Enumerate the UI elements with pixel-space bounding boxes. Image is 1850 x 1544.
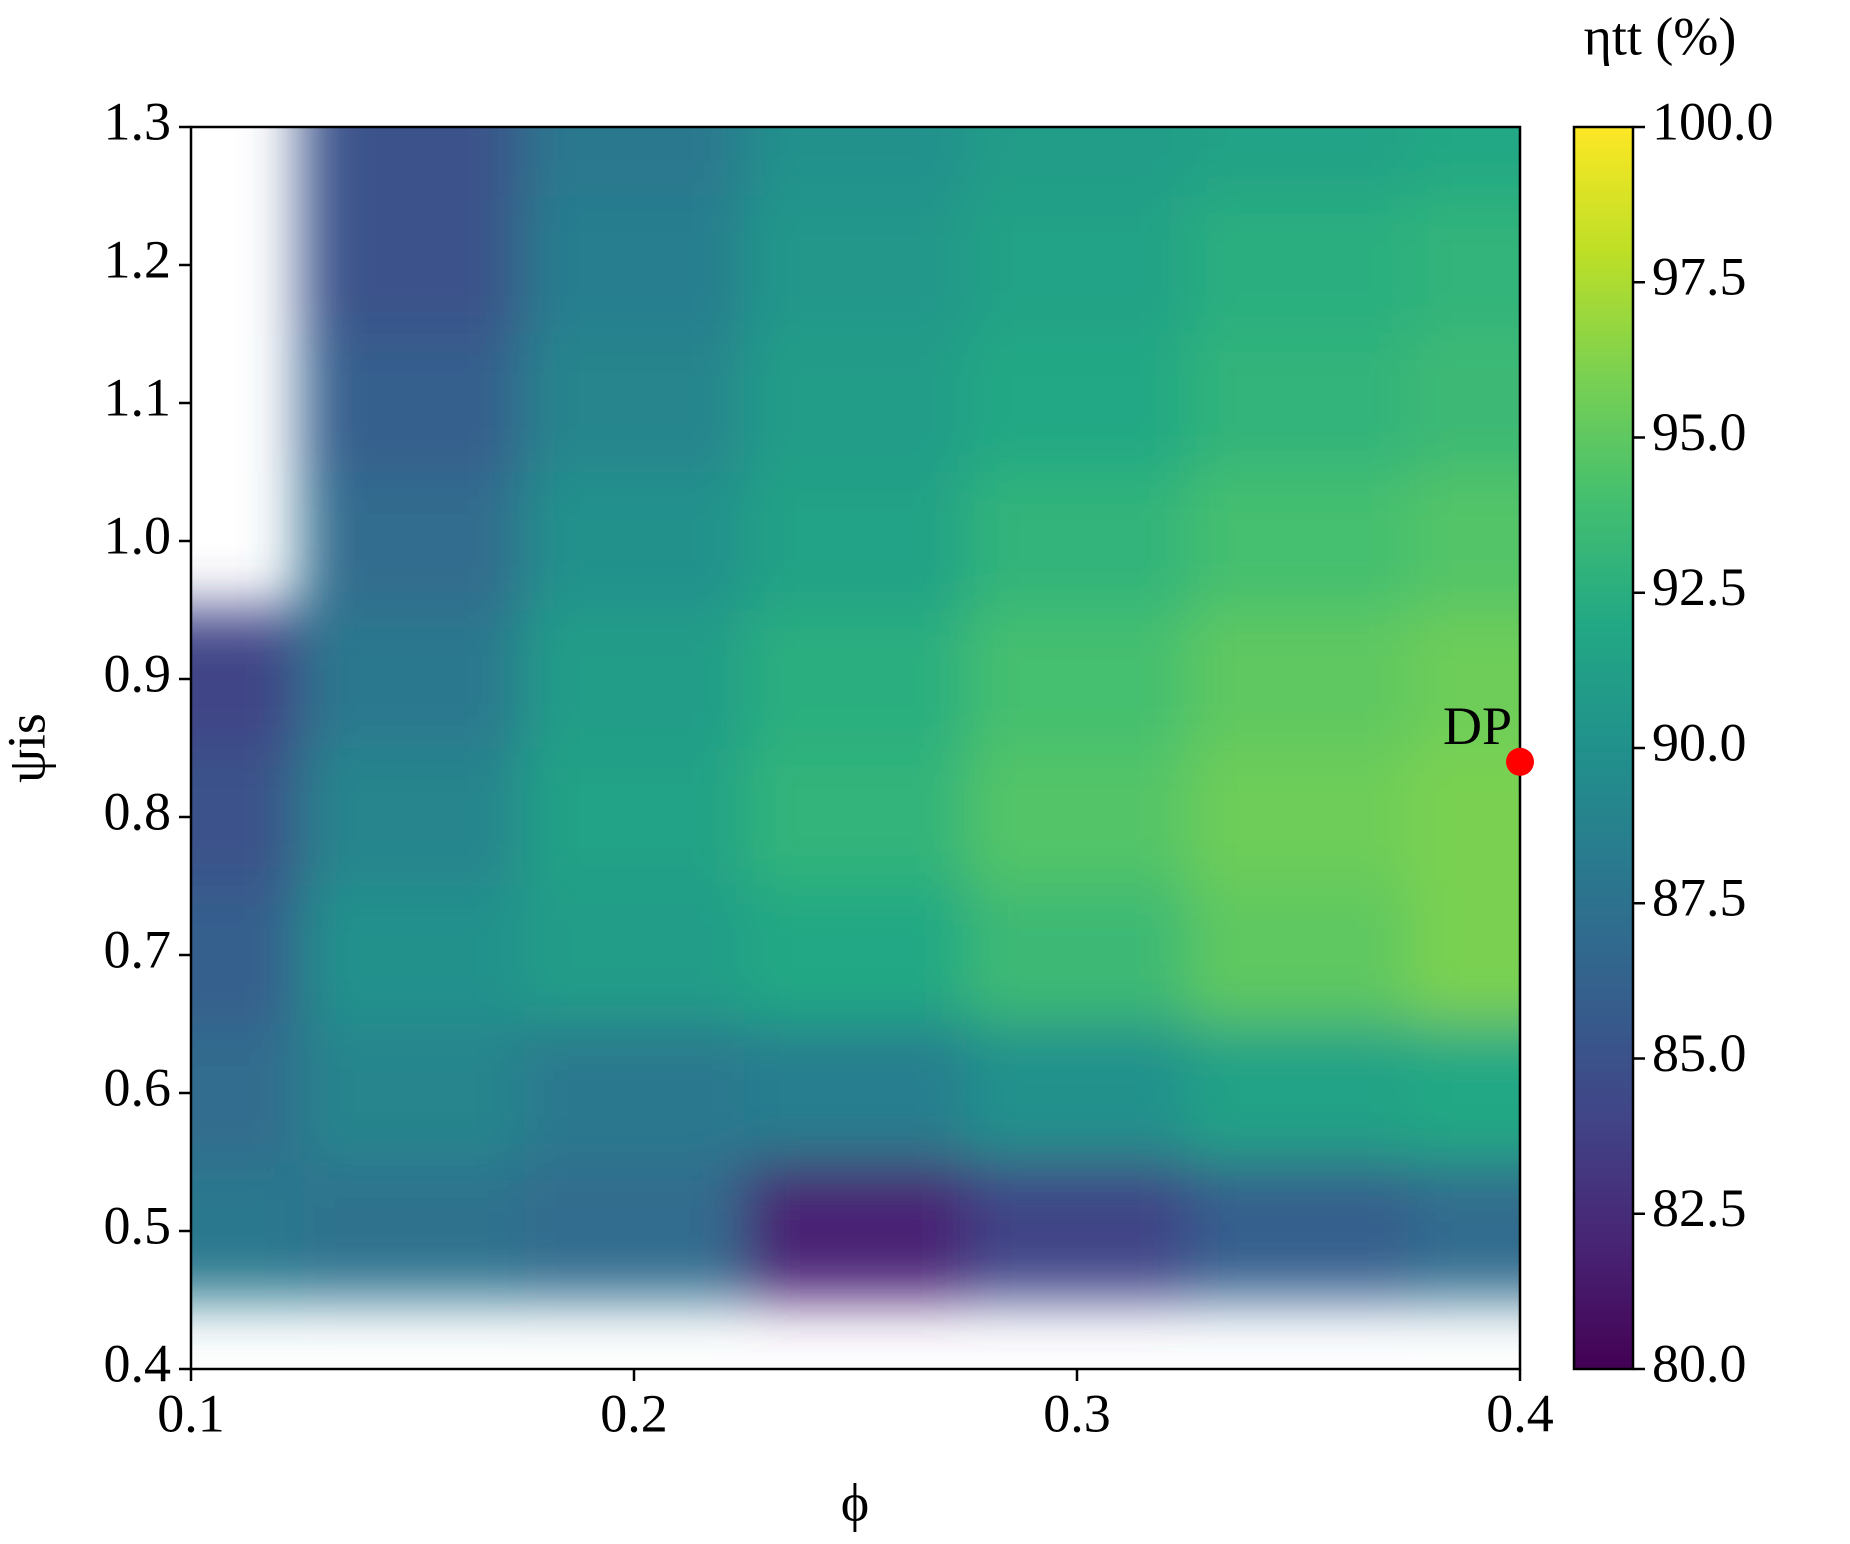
contour-cell [301, 472, 524, 610]
y-tick-label: 0.4 [104, 1333, 172, 1393]
contour-cell [191, 610, 302, 748]
contour-cell [1409, 748, 1520, 886]
contour-cell [523, 127, 745, 196]
contour-cell [966, 748, 1188, 886]
design-point [1506, 747, 1534, 776]
y-tick-label: 1.0 [104, 505, 172, 565]
contour-cell [744, 472, 967, 610]
x-tick-label: 0.2 [600, 1383, 668, 1443]
contour-cell [191, 1024, 302, 1162]
contour-cell [1187, 127, 1410, 196]
contour-cell [1409, 1162, 1520, 1300]
contour-cells [191, 127, 1520, 1300]
contour-cell [523, 886, 745, 1024]
contour-cell [523, 1162, 745, 1300]
contour-field [191, 127, 1520, 1300]
contour-cell [1187, 1162, 1410, 1300]
colorbar-tick-label: 100.0 [1652, 91, 1774, 151]
contour-cell [1409, 127, 1520, 196]
y-tick-label: 1.2 [104, 229, 172, 289]
contour-cell [301, 127, 524, 196]
contour-cell [1409, 334, 1520, 472]
contour-cell [966, 472, 1188, 610]
colorbar-tick-label: 90.0 [1652, 712, 1747, 772]
colorbar-tick-label: 87.5 [1652, 868, 1747, 928]
colorbar-tick-label: 92.5 [1652, 557, 1747, 617]
contour-cell [523, 472, 745, 610]
design-point-label: DP [1443, 696, 1512, 756]
y-tick-label: 0.6 [104, 1057, 172, 1117]
contour-cell [966, 886, 1188, 1024]
contour-cell [1187, 196, 1410, 334]
contour-cell [744, 334, 967, 472]
contour-cell [1187, 610, 1410, 748]
contour-cell [301, 610, 524, 748]
contour-cell [301, 886, 524, 1024]
contour-cell [1187, 334, 1410, 472]
x-tick-label: 0.1 [157, 1383, 225, 1443]
contour-cell [966, 1024, 1188, 1162]
contour-cell [523, 610, 745, 748]
x-tick-label: 0.3 [1043, 1383, 1111, 1443]
x-tick-label: 0.4 [1486, 1383, 1554, 1443]
contour-cell [744, 748, 967, 886]
y-tick-label: 0.5 [104, 1195, 172, 1255]
colorbar [1572, 125, 1635, 1371]
contour-cell [1409, 610, 1520, 748]
y-tick-label: 0.8 [104, 781, 172, 841]
colorbar-tick-label: 80.0 [1652, 1333, 1747, 1393]
contour-cell [301, 334, 524, 472]
contour-cell [1187, 886, 1410, 1024]
y-axis-label: ψis [0, 713, 56, 783]
contour-cell [1409, 196, 1520, 334]
contour-cell [744, 1024, 967, 1162]
contour-cell [191, 1162, 302, 1300]
contour-cell [744, 196, 967, 334]
contour-cell [966, 1162, 1188, 1300]
contour-cell [966, 334, 1188, 472]
contour-cell [1409, 886, 1520, 1024]
contour-cell [744, 886, 967, 1024]
contour-cell [1409, 1024, 1520, 1162]
contour-cell [301, 1162, 524, 1300]
contour-cell [523, 1024, 745, 1162]
colorbar-tick-label: 95.0 [1652, 402, 1747, 462]
contour-cell [523, 334, 745, 472]
colorbar-tick-label: 82.5 [1652, 1178, 1747, 1238]
x-axis-label: ϕ [841, 1472, 869, 1532]
contour-cell [523, 748, 745, 886]
colorbar-label: ηtt (%) [1584, 6, 1737, 66]
y-tick-label: 0.9 [104, 643, 172, 703]
contour-cell [744, 610, 967, 748]
y-tick-label: 0.7 [104, 919, 172, 979]
y-tick-label: 1.1 [104, 367, 172, 427]
contour-cell [1187, 472, 1410, 610]
contour-cell [744, 1162, 967, 1300]
y-tick-label: 1.3 [104, 91, 172, 151]
colorbar-tick-label: 97.5 [1652, 247, 1747, 307]
contour-cell [301, 748, 524, 886]
contour-cell [966, 610, 1188, 748]
contour-cell [1187, 748, 1410, 886]
contour-cell [191, 886, 302, 1024]
contour-cell [301, 196, 524, 334]
contour-cell [1409, 472, 1520, 610]
contour-cell [1187, 1024, 1410, 1162]
contour-cell [966, 196, 1188, 334]
contour-cell [523, 196, 745, 334]
contour-cell [966, 127, 1188, 196]
contour-cell [744, 127, 967, 196]
colorbar-tick-label: 85.0 [1652, 1023, 1747, 1083]
contour-cell [191, 748, 302, 886]
contour-cell [301, 1024, 524, 1162]
